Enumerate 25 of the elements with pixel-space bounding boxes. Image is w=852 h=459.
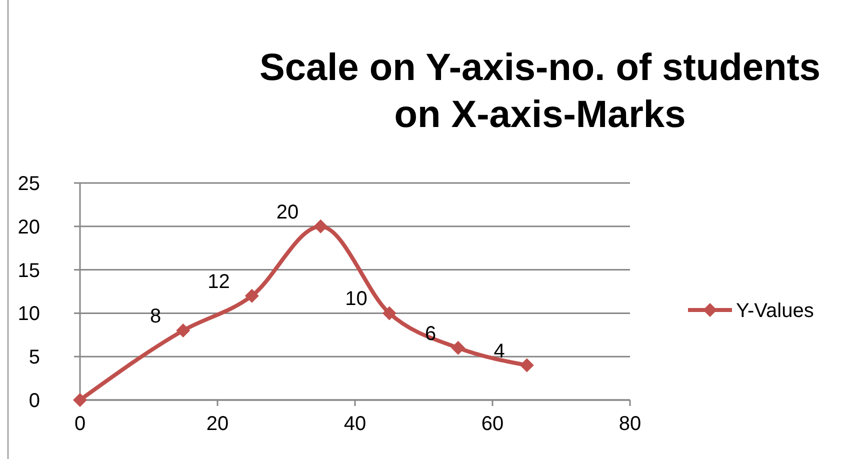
x-tick-label: 40 — [344, 413, 366, 435]
point — [176, 324, 190, 338]
data-label: 8 — [150, 306, 162, 328]
point — [520, 358, 534, 372]
y-tick-label: 10 — [18, 303, 40, 326]
data-label: 4 — [494, 340, 505, 362]
legend-label: Y-Values — [736, 300, 814, 322]
point — [73, 393, 87, 407]
y-tick-label: 15 — [18, 260, 40, 282]
data-label: 12 — [208, 270, 230, 293]
y-tick-label: 20 — [18, 216, 40, 238]
x-tick-label: 60 — [481, 413, 504, 435]
point — [382, 306, 396, 320]
y-tick-label: 5 — [28, 346, 40, 369]
chart-title: Scale on Y-axis-no. of students on X-axis-Marks — [260, 47, 820, 136]
x-tick-label: 0 — [74, 413, 86, 435]
point — [314, 219, 328, 234]
point — [244, 288, 259, 303]
data-label: 20 — [276, 201, 299, 224]
x-tick-label: 80 — [618, 413, 642, 435]
y-tick-label: 25 — [18, 173, 40, 195]
x-tick-label: 20 — [206, 413, 229, 435]
data-label: 10 — [345, 288, 368, 310]
y-tick-label: 0 — [28, 390, 40, 412]
point — [451, 340, 466, 355]
